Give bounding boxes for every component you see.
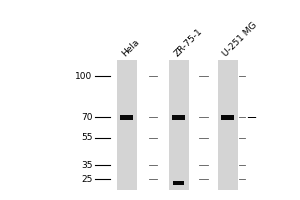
Bar — [172, 115, 185, 120]
Bar — [218, 60, 238, 190]
Bar — [173, 181, 184, 185]
Bar — [117, 60, 137, 190]
Text: Hela: Hela — [121, 38, 142, 59]
Text: 55: 55 — [81, 134, 92, 142]
Text: U-251 MG: U-251 MG — [221, 21, 259, 59]
Text: 70: 70 — [81, 113, 92, 122]
Text: 35: 35 — [81, 161, 92, 170]
Text: 100: 100 — [75, 72, 92, 81]
Text: 25: 25 — [81, 175, 92, 184]
Bar — [221, 115, 234, 120]
Bar — [169, 60, 189, 190]
Bar — [121, 115, 134, 120]
Text: ZR-75-1: ZR-75-1 — [172, 27, 204, 59]
